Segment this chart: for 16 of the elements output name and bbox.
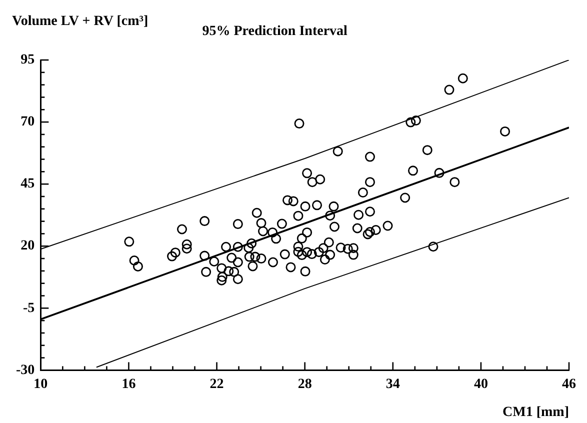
x-tick-label: 34 [386, 377, 400, 392]
x-axis-title: CM1 [mm] [502, 405, 569, 420]
y-tick-label: 70 [20, 114, 35, 130]
x-tick-label: 22 [210, 377, 224, 392]
y-tick-label: 20 [20, 238, 35, 254]
y-tick-label: 45 [20, 176, 35, 192]
y-tick-label: -30 [16, 362, 35, 378]
x-tick-label: 40 [474, 377, 488, 392]
chart-title: 95% Prediction Interval [202, 24, 348, 39]
y-tick-label: 95 [20, 52, 35, 68]
x-tick-label: 46 [562, 377, 576, 392]
x-tick-label: 16 [122, 377, 136, 392]
y-axis-title: Volume LV + RV [cm³] [12, 14, 148, 29]
x-tick-label: 10 [34, 377, 48, 392]
y-tick-label: -5 [22, 300, 35, 316]
x-tick-label: 28 [298, 377, 312, 392]
